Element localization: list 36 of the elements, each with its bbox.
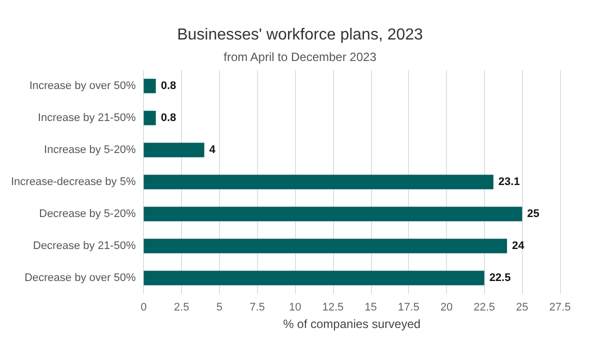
data-label: 25: [527, 208, 540, 220]
data-label: 22.5: [489, 272, 511, 284]
x-tick-label: 2.5: [174, 302, 190, 314]
x-tick-label: 25: [516, 302, 528, 314]
y-tick-label: Increase by over 50%: [29, 80, 136, 92]
y-tick-label: Increase by 5-20%: [44, 144, 136, 156]
y-tick-label: Decrease by 5-20%: [39, 208, 136, 220]
x-tick-label: 27.5: [549, 302, 571, 314]
bar: [144, 270, 484, 286]
data-label: 4: [209, 144, 216, 156]
bar: [144, 206, 522, 222]
data-label: 0.8: [160, 112, 176, 124]
bar: [144, 110, 156, 126]
bar: [144, 142, 204, 158]
y-tick-label: Decrease by 21-50%: [33, 240, 136, 252]
chart-title: Businesses' workforce plans, 2023: [177, 26, 424, 44]
x-tick-label: 15: [364, 302, 377, 314]
x-tick-label: 10: [288, 302, 302, 314]
x-tick-label: 22.5: [474, 302, 496, 314]
bar: [144, 78, 156, 94]
x-tick-label: 5: [216, 302, 222, 314]
y-tick-label: Increase by 21-50%: [38, 112, 136, 124]
x-tick-label: 12.5: [322, 302, 344, 314]
x-axis-title: % of companies surveyed: [283, 317, 421, 331]
x-tick-label: 17.5: [398, 302, 420, 314]
x-tick-label: 0: [140, 302, 147, 314]
y-tick-label: Decrease by over 50%: [24, 272, 136, 284]
x-tick-label: 20: [440, 302, 453, 314]
data-label: 23.1: [498, 176, 520, 188]
x-tick-label: 7.5: [250, 302, 265, 314]
bar: [144, 174, 494, 190]
y-tick-label: Increase-decrease by 5%: [11, 176, 136, 188]
data-label: 0.8: [160, 80, 176, 92]
data-label: 24: [512, 240, 526, 252]
bar: [144, 238, 508, 254]
chart-subtitle: from April to December 2023: [224, 50, 377, 64]
